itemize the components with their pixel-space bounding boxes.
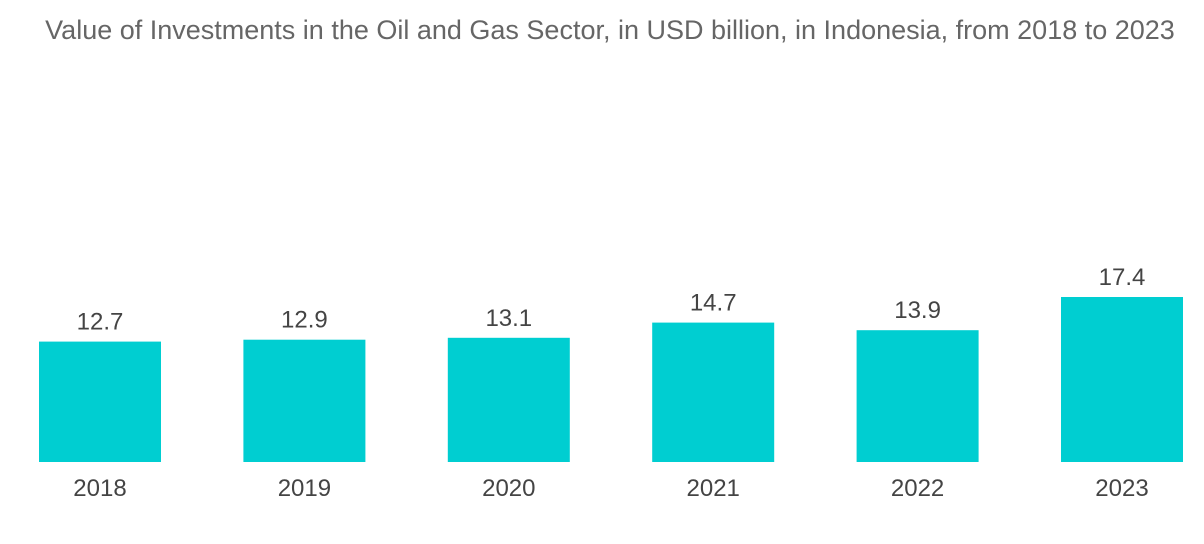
x-tick-label-2022: 2022: [891, 475, 944, 502]
value-label-2021: 14.7: [690, 290, 737, 317]
value-label-2022: 13.9: [894, 297, 941, 324]
bar-2019: [243, 339, 366, 462]
value-label-2020: 13.1: [485, 305, 532, 332]
value-label-2019: 12.9: [281, 307, 328, 334]
value-labels-group: 12.7 12.9 13.1 14.7 13.9 17.4: [77, 264, 1146, 336]
bars-group: [39, 297, 1183, 462]
value-label-2023: 17.4: [1099, 264, 1146, 291]
bar-2020: [447, 337, 570, 462]
x-tick-label-2019: 2019: [278, 475, 331, 502]
chart-title: Value of Investments in the Oil and Gas …: [45, 15, 1175, 45]
bar-2022: [856, 330, 979, 462]
x-tick-label-2020: 2020: [482, 475, 535, 502]
bar-2018: [39, 341, 161, 462]
bar-2021: [652, 322, 775, 462]
x-tick-label-2021: 2021: [687, 475, 740, 502]
x-tick-label-2018: 2018: [73, 475, 126, 502]
value-label-2018: 12.7: [77, 309, 124, 336]
x-tick-labels-group: 2018 2019 2020 2021 2022 2023: [73, 475, 1148, 502]
x-tick-label-2023: 2023: [1095, 475, 1148, 502]
bar-2023: [1061, 297, 1183, 462]
